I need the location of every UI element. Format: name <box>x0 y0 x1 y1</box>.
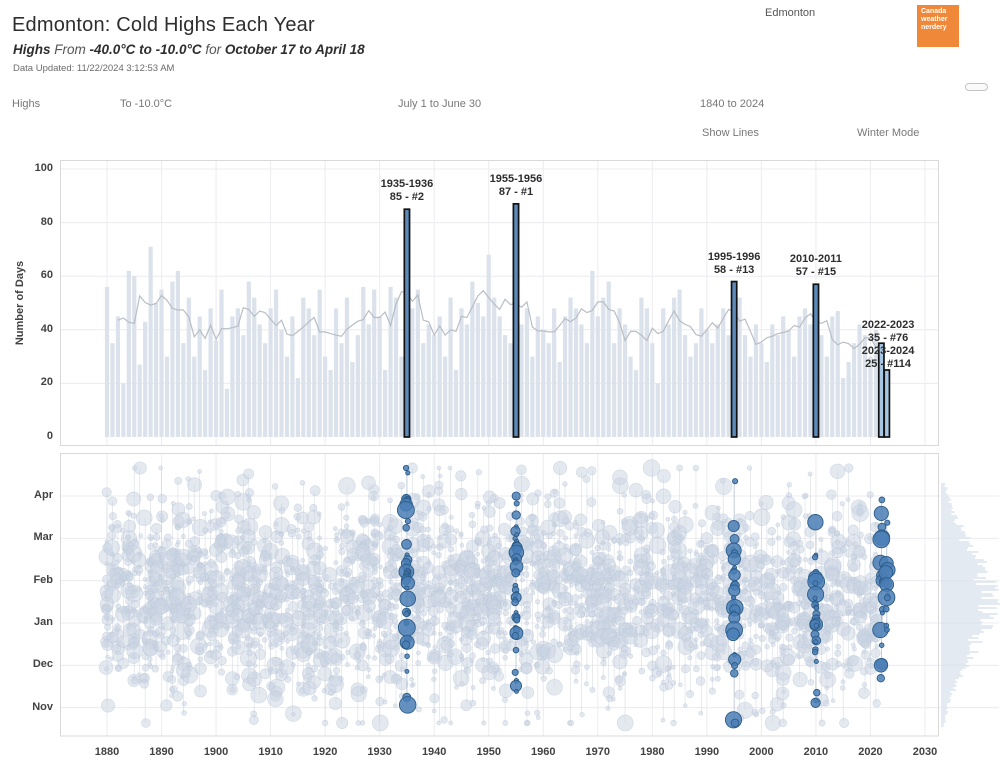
y-tick-label: 20 <box>40 376 53 389</box>
x-tick-label: 2000 <box>749 746 774 758</box>
x-tick-label: 1950 <box>476 746 501 758</box>
x-tick-label: 1990 <box>694 746 720 758</box>
bar-annotation: 1935-1936 85 - #2 <box>380 178 434 204</box>
x-tick-label: 1890 <box>149 746 174 758</box>
chart-subtitle: Highs From -40.0°C to -10.0°C for Octobe… <box>13 42 365 57</box>
x-tick-label: 1880 <box>94 746 120 758</box>
y-tick-label: 60 <box>40 269 53 282</box>
bar-chart[interactable] <box>104 246 879 437</box>
month-tick-label: Mar <box>33 531 53 544</box>
x-tick-label: 1940 <box>421 746 447 758</box>
toggle-show-lines[interactable]: Show Lines <box>702 127 759 139</box>
trend-line <box>117 289 877 350</box>
x-tick-label: 1920 <box>312 746 338 758</box>
param-metric[interactable]: Highs <box>12 98 41 110</box>
page-title: Edmonton: Cold Highs Each Year <box>12 14 315 36</box>
bar-annotation: 1995-1996 58 - #13 <box>707 250 761 276</box>
month-tick-label: Feb <box>33 573 53 586</box>
brand-logo-text: nerdery <box>921 24 947 31</box>
param-threshold[interactable]: To -10.0°C <box>120 98 173 110</box>
brand-logo-text: weather <box>921 16 948 23</box>
subtitle-part: for <box>201 42 225 57</box>
x-tick-label: 1900 <box>203 746 229 758</box>
city-label: Edmonton <box>765 7 816 19</box>
brand-logo-text: Canada <box>921 8 947 15</box>
x-tick-label: 1970 <box>585 746 611 758</box>
bar-annotation: 2010-2011 57 - #15 <box>789 253 842 279</box>
subtitle-part: -40.0°C to -10.0°C <box>89 42 202 57</box>
toggle-winter-mode[interactable]: Winter Mode <box>857 127 920 139</box>
subtitle-part: Highs <box>13 42 51 57</box>
param-year-range[interactable]: 1840 to 2024 <box>700 98 765 110</box>
y-tick-label: 0 <box>46 430 53 442</box>
y-tick-label: 100 <box>34 162 53 174</box>
x-tick-label: 1930 <box>367 746 392 758</box>
x-tick-label: 2010 <box>803 746 829 758</box>
x-tick-label: 1910 <box>258 746 283 758</box>
date-distribution-histogram <box>941 483 1000 727</box>
month-tick-label: Apr <box>34 489 53 501</box>
subtitle-part: October 17 to April 18 <box>224 42 365 57</box>
highlighted-bars[interactable] <box>403 202 891 438</box>
y-tick-label: 40 <box>40 322 53 335</box>
brand-logo: Canada weather nerdery <box>917 5 959 47</box>
x-tick-label: 2020 <box>858 746 883 758</box>
x-tick-label: 2030 <box>912 746 938 758</box>
bar-annotation: 1955-1956 87 - #1 <box>489 172 543 198</box>
subtitle-part: From <box>50 42 90 57</box>
scrollbar-thumb-icon[interactable] <box>965 83 988 91</box>
x-tick-label: 1960 <box>531 746 556 758</box>
data-updated-label: Data Updated: 11/22/2024 3:12:53 AM <box>13 63 175 74</box>
x-tick-label: 1980 <box>640 746 665 758</box>
month-tick-label: Nov <box>32 700 53 713</box>
chart-frames <box>60 160 939 737</box>
month-tick-label: Jan <box>34 615 53 628</box>
month-tick-label: Dec <box>32 658 53 671</box>
bar-annotation: 2022-2023 35 - #76 2023-2024 25 - #114 <box>861 319 915 371</box>
y-tick-label: 80 <box>40 215 53 228</box>
scatter-chart[interactable] <box>98 459 896 732</box>
param-season-window[interactable]: July 1 to June 30 <box>398 98 482 110</box>
